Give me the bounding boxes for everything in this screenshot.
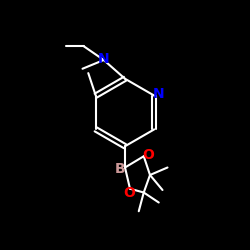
Text: O: O bbox=[142, 148, 154, 162]
Text: N: N bbox=[153, 88, 164, 102]
Text: O: O bbox=[123, 186, 135, 200]
Text: N: N bbox=[98, 52, 109, 66]
Text: B: B bbox=[115, 162, 126, 176]
